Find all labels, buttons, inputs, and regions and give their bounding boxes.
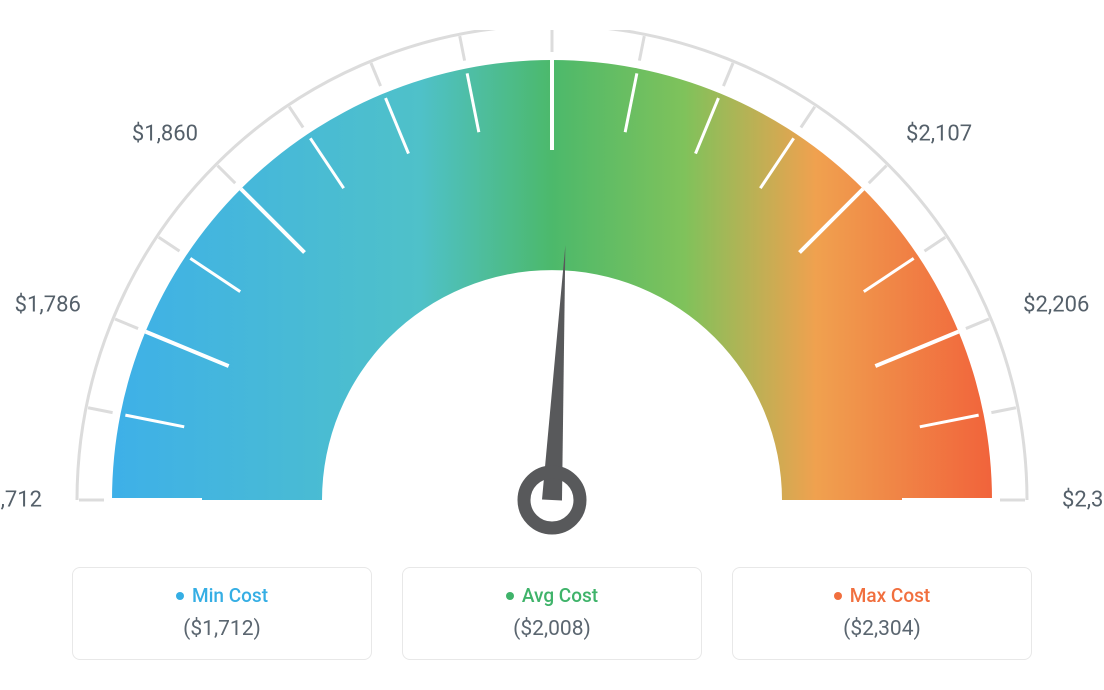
legend-row: Min Cost ($1,712) Avg Cost ($2,008) Max … xyxy=(72,567,1032,660)
legend-label-avg: Avg Cost xyxy=(522,584,598,607)
gauge-tick-label: $1,712 xyxy=(0,488,42,513)
legend-title-avg: Avg Cost xyxy=(506,584,598,607)
gauge-tick-label: $1,860 xyxy=(132,122,198,147)
gauge-tick-label: $2,107 xyxy=(906,122,972,147)
legend-label-max: Max Cost xyxy=(850,584,930,607)
legend-dot-max xyxy=(834,592,842,600)
legend-card-max: Max Cost ($2,304) xyxy=(732,567,1032,660)
legend-value-avg: ($2,008) xyxy=(423,617,681,641)
legend-value-min: ($1,712) xyxy=(93,617,351,641)
legend-title-min: Min Cost xyxy=(176,584,268,607)
gauge-svg xyxy=(0,30,1104,560)
legend-card-min: Min Cost ($1,712) xyxy=(72,567,372,660)
gauge-tick-label: $1,786 xyxy=(15,292,81,317)
legend-label-min: Min Cost xyxy=(192,584,268,607)
gauge-tick-label: $2,206 xyxy=(1023,292,1089,317)
legend-dot-min xyxy=(176,592,184,600)
gauge-chart: $1,712$1,786$1,860$2,008$2,107$2,206$2,3… xyxy=(0,0,1104,560)
legend-value-max: ($2,304) xyxy=(753,617,1011,641)
legend-title-max: Max Cost xyxy=(834,584,930,607)
legend-card-avg: Avg Cost ($2,008) xyxy=(402,567,702,660)
gauge-tick-label: $2,304 xyxy=(1062,488,1104,513)
legend-dot-avg xyxy=(506,592,514,600)
